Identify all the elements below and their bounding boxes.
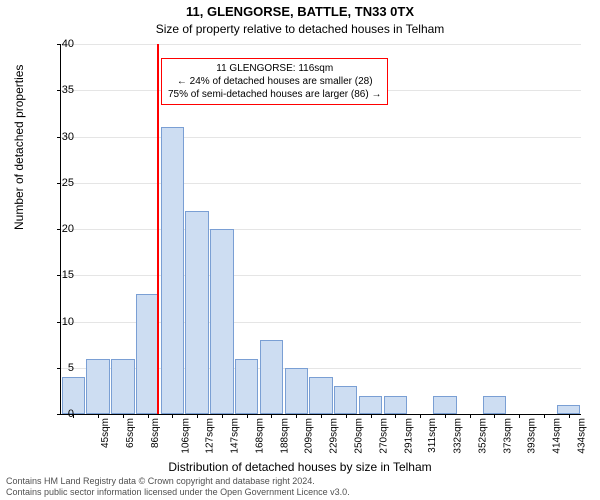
property-marker-line [157, 44, 159, 414]
histogram-bar [136, 294, 159, 414]
xtick-label: 352sqm [477, 418, 488, 454]
xtick-mark [98, 414, 99, 418]
xtick-label: 45sqm [100, 418, 111, 448]
xtick-label: 434sqm [576, 418, 587, 454]
histogram-bar [309, 377, 332, 414]
xtick-mark [544, 414, 545, 418]
y-axis-label: Number of detached properties [12, 65, 26, 230]
histogram-bar [384, 396, 407, 415]
xtick-mark [519, 414, 520, 418]
histogram-bar [433, 396, 456, 415]
xtick-label: 270sqm [378, 418, 389, 454]
xtick-label: 65sqm [125, 418, 136, 448]
xtick-mark [123, 414, 124, 418]
histogram-bar [235, 359, 258, 415]
footer-line1: Contains HM Land Registry data © Crown c… [6, 476, 350, 487]
xtick-label: 86sqm [150, 418, 161, 448]
chart-title-main: 11, GLENGORSE, BATTLE, TN33 0TX [0, 4, 600, 19]
ytick-label: 25 [44, 177, 74, 189]
histogram-bar [161, 127, 184, 414]
footer-attribution: Contains HM Land Registry data © Crown c… [6, 476, 350, 498]
xtick-mark [222, 414, 223, 418]
xtick-label: 393sqm [527, 418, 538, 454]
xtick-label: 332sqm [453, 418, 464, 454]
histogram-bar [483, 396, 506, 415]
xtick-mark [371, 414, 372, 418]
footer-line2: Contains public sector information licen… [6, 487, 350, 498]
ytick-label: 20 [44, 223, 74, 235]
annotation-line2: ← 24% of detached houses are smaller (28… [168, 75, 381, 88]
xtick-label: 147sqm [230, 418, 241, 454]
gridline [61, 183, 581, 184]
gridline [61, 275, 581, 276]
xtick-label: 311sqm [427, 418, 438, 453]
xtick-mark [247, 414, 248, 418]
xtick-mark [197, 414, 198, 418]
xtick-label: 209sqm [304, 418, 315, 454]
annotation-line1: 11 GLENGORSE: 116sqm [168, 62, 381, 75]
ytick-label: 35 [44, 84, 74, 96]
annotation-line3: 75% of semi-detached houses are larger (… [168, 88, 381, 101]
histogram-bar [557, 405, 580, 414]
xtick-label: 168sqm [255, 418, 266, 454]
ytick-label: 5 [44, 362, 74, 374]
xtick-mark [494, 414, 495, 418]
histogram-bar [86, 359, 109, 415]
ytick-label: 30 [44, 131, 74, 143]
histogram-bar [334, 386, 357, 414]
histogram-bar [359, 396, 382, 415]
ytick-label: 10 [44, 316, 74, 328]
xtick-mark [346, 414, 347, 418]
xtick-mark [395, 414, 396, 418]
gridline [61, 137, 581, 138]
chart-title-sub: Size of property relative to detached ho… [0, 22, 600, 36]
xtick-mark [271, 414, 272, 418]
xtick-mark [445, 414, 446, 418]
xtick-mark [420, 414, 421, 418]
ytick-label: 15 [44, 269, 74, 281]
x-axis-label: Distribution of detached houses by size … [0, 460, 600, 474]
xtick-label: 229sqm [329, 418, 340, 454]
xtick-label: 106sqm [180, 418, 191, 454]
xtick-mark [321, 414, 322, 418]
histogram-bar [260, 340, 283, 414]
xtick-label: 373sqm [502, 418, 513, 454]
plot-area: 45sqm65sqm86sqm106sqm127sqm147sqm168sqm1… [60, 44, 581, 415]
histogram-bar [210, 229, 233, 414]
xtick-mark [172, 414, 173, 418]
ytick-label: 0 [44, 408, 74, 420]
xtick-label: 250sqm [354, 418, 365, 454]
xtick-mark [148, 414, 149, 418]
gridline [61, 229, 581, 230]
gridline [61, 44, 581, 45]
histogram-bar [185, 211, 208, 415]
ytick-label: 40 [44, 38, 74, 50]
annotation-box: 11 GLENGORSE: 116sqm← 24% of detached ho… [161, 58, 388, 105]
xtick-label: 414sqm [552, 418, 563, 454]
xtick-mark [296, 414, 297, 418]
chart-area: 45sqm65sqm86sqm106sqm127sqm147sqm168sqm1… [60, 44, 580, 414]
xtick-mark [470, 414, 471, 418]
xtick-label: 188sqm [279, 418, 290, 454]
xtick-mark [569, 414, 570, 418]
histogram-bar [111, 359, 134, 415]
xtick-label: 127sqm [205, 418, 216, 454]
histogram-bar [285, 368, 308, 414]
xtick-label: 291sqm [403, 418, 414, 454]
